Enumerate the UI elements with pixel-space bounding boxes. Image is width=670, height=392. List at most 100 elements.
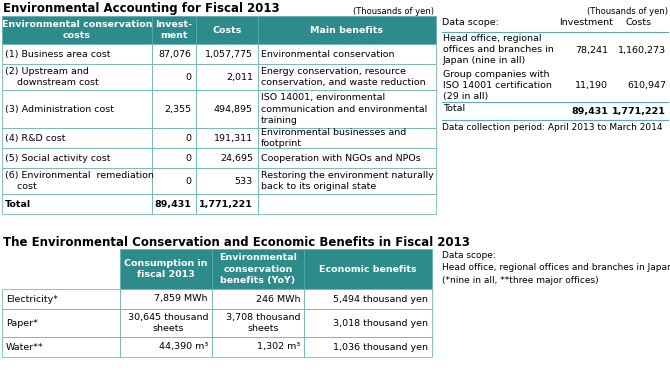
Text: 1,771,221: 1,771,221 bbox=[612, 107, 666, 116]
Text: Consumption in
fiscal 2013: Consumption in fiscal 2013 bbox=[124, 259, 208, 279]
Bar bbox=[2, 168, 152, 194]
Bar bbox=[196, 16, 258, 44]
Bar bbox=[258, 148, 436, 168]
Text: Group companies with
ISO 14001 certification
(29 in all): Group companies with ISO 14001 certifica… bbox=[443, 70, 552, 101]
Text: 11,190: 11,190 bbox=[575, 80, 608, 89]
Text: 78,241: 78,241 bbox=[575, 45, 608, 54]
Bar bbox=[152, 128, 196, 148]
Text: 0: 0 bbox=[185, 134, 191, 143]
Bar bbox=[304, 289, 432, 309]
Bar bbox=[2, 16, 152, 44]
Bar bbox=[2, 44, 152, 64]
Text: 30,645 thousand
sheets: 30,645 thousand sheets bbox=[127, 313, 208, 333]
Bar bbox=[196, 148, 258, 168]
Text: Total: Total bbox=[443, 104, 465, 113]
Text: (2) Upstream and
    downstream cost: (2) Upstream and downstream cost bbox=[5, 67, 98, 87]
Text: 5,494 thousand yen: 5,494 thousand yen bbox=[333, 294, 428, 303]
Text: 89,431: 89,431 bbox=[154, 200, 191, 209]
Text: 246 MWh: 246 MWh bbox=[255, 294, 300, 303]
Bar bbox=[196, 64, 258, 90]
Text: Environmental
conservation
benefits (YoY): Environmental conservation benefits (YoY… bbox=[219, 253, 297, 285]
Bar bbox=[120, 289, 212, 309]
Bar bbox=[120, 337, 212, 357]
Text: ISO 14001, environmental
communication and environmental
training: ISO 14001, environmental communication a… bbox=[261, 93, 427, 125]
Text: 7,859 MWh: 7,859 MWh bbox=[155, 294, 208, 303]
Text: Invest-
ment: Invest- ment bbox=[155, 20, 192, 40]
Bar bbox=[304, 249, 432, 289]
Text: 191,311: 191,311 bbox=[214, 134, 253, 143]
Text: The Environmental Conservation and Economic Benefits in Fiscal 2013: The Environmental Conservation and Econo… bbox=[3, 236, 470, 249]
Text: 1,771,221: 1,771,221 bbox=[199, 200, 253, 209]
Text: 1,057,775: 1,057,775 bbox=[205, 49, 253, 58]
Text: Paper*: Paper* bbox=[6, 318, 38, 327]
Text: (6) Environmental  remediation
    cost: (6) Environmental remediation cost bbox=[5, 171, 154, 191]
Bar bbox=[258, 64, 436, 90]
Bar bbox=[152, 168, 196, 194]
Text: 533: 533 bbox=[234, 176, 253, 185]
Text: 3,708 thousand
sheets: 3,708 thousand sheets bbox=[226, 313, 300, 333]
Text: Main benefits: Main benefits bbox=[310, 25, 383, 34]
Text: Environmental Accounting for Fiscal 2013: Environmental Accounting for Fiscal 2013 bbox=[3, 2, 279, 15]
Text: (Thousands of yen): (Thousands of yen) bbox=[353, 7, 434, 16]
Text: 87,076: 87,076 bbox=[158, 49, 191, 58]
Text: 0: 0 bbox=[185, 154, 191, 163]
Text: Head office, regional
offices and branches in
Japan (nine in all): Head office, regional offices and branch… bbox=[443, 34, 553, 65]
Text: Data scope:
Head office, regional offices and branches in Japan
(*nine in all, *: Data scope: Head office, regional office… bbox=[442, 251, 670, 285]
Text: 44,390 m³: 44,390 m³ bbox=[159, 343, 208, 352]
Text: 494,895: 494,895 bbox=[214, 105, 253, 114]
Bar bbox=[196, 194, 258, 214]
Bar bbox=[196, 168, 258, 194]
Bar bbox=[2, 148, 152, 168]
Bar bbox=[120, 249, 212, 289]
Bar bbox=[2, 194, 152, 214]
Text: Costs: Costs bbox=[626, 18, 652, 27]
Bar bbox=[212, 337, 304, 357]
Text: 3,018 thousand yen: 3,018 thousand yen bbox=[333, 318, 428, 327]
Bar bbox=[196, 44, 258, 64]
Bar bbox=[258, 168, 436, 194]
Bar bbox=[304, 337, 432, 357]
Bar bbox=[152, 44, 196, 64]
Bar bbox=[2, 64, 152, 90]
Text: 1,302 m³: 1,302 m³ bbox=[257, 343, 300, 352]
Bar bbox=[2, 337, 120, 357]
Bar bbox=[152, 16, 196, 44]
Text: 1,036 thousand yen: 1,036 thousand yen bbox=[333, 343, 428, 352]
Bar bbox=[258, 128, 436, 148]
Text: Water**: Water** bbox=[6, 343, 44, 352]
Bar bbox=[152, 194, 196, 214]
Text: 610,947: 610,947 bbox=[627, 80, 666, 89]
Text: Environmental conservation
costs: Environmental conservation costs bbox=[2, 20, 152, 40]
Text: Restoring the environment naturally
back to its original state: Restoring the environment naturally back… bbox=[261, 171, 433, 191]
Bar bbox=[152, 90, 196, 128]
Text: (3) Administration cost: (3) Administration cost bbox=[5, 105, 114, 114]
Text: Environmental conservation: Environmental conservation bbox=[261, 49, 395, 58]
Bar bbox=[212, 309, 304, 337]
Text: 0: 0 bbox=[185, 176, 191, 185]
Text: Costs: Costs bbox=[212, 25, 242, 34]
Text: Data scope:: Data scope: bbox=[442, 18, 499, 27]
Bar bbox=[258, 16, 436, 44]
Text: (4) R&D cost: (4) R&D cost bbox=[5, 134, 66, 143]
Bar bbox=[212, 289, 304, 309]
Bar bbox=[196, 128, 258, 148]
Text: Cooperation with NGOs and NPOs: Cooperation with NGOs and NPOs bbox=[261, 154, 421, 163]
Bar bbox=[152, 64, 196, 90]
Text: Economic benefits: Economic benefits bbox=[319, 265, 417, 274]
Text: Electricity*: Electricity* bbox=[6, 294, 58, 303]
Bar bbox=[2, 249, 120, 289]
Text: (5) Social activity cost: (5) Social activity cost bbox=[5, 154, 111, 163]
Bar bbox=[196, 90, 258, 128]
Bar bbox=[258, 194, 436, 214]
Text: Energy conservation, resource
conservation, and waste reduction: Energy conservation, resource conservati… bbox=[261, 67, 425, 87]
Text: Investment: Investment bbox=[559, 18, 613, 27]
Text: 2,011: 2,011 bbox=[226, 73, 253, 82]
Text: 89,431: 89,431 bbox=[571, 107, 608, 116]
Bar bbox=[2, 90, 152, 128]
Text: 0: 0 bbox=[185, 73, 191, 82]
Text: 1,160,273: 1,160,273 bbox=[618, 45, 666, 54]
Bar bbox=[2, 128, 152, 148]
Text: (Thousands of yen): (Thousands of yen) bbox=[587, 7, 668, 16]
Bar bbox=[2, 289, 120, 309]
Bar bbox=[212, 249, 304, 289]
